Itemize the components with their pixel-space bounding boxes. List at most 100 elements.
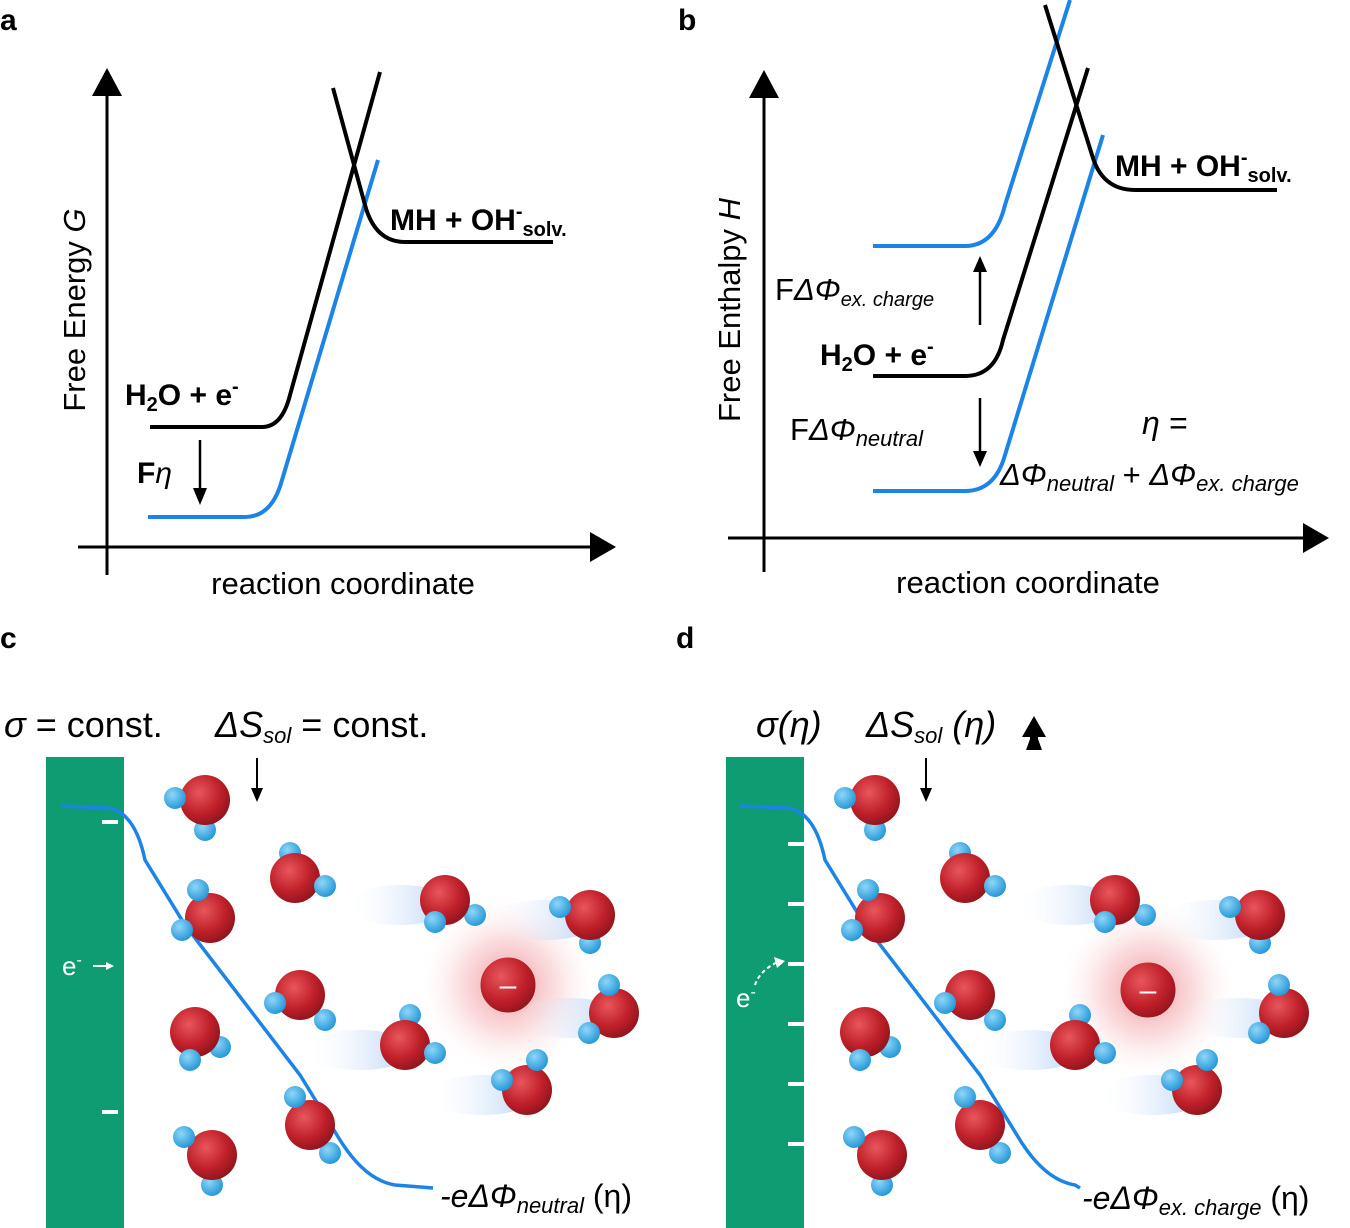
- hydrogen-atom: [871, 1174, 893, 1196]
- water-molecule: [284, 1086, 341, 1164]
- water-molecule: [840, 1007, 901, 1071]
- panel-d-entropy-up-shaft: [1030, 735, 1038, 749]
- panel-a-product-label: MH + OH-solv.: [390, 201, 567, 241]
- hydrogen-atom: [954, 1086, 976, 1108]
- water-molecule: [1160, 890, 1285, 954]
- panel-c-potential-curve: [61, 804, 434, 1190]
- panel-d-surface-charge: [788, 962, 804, 966]
- oxygen-atom: [180, 775, 230, 825]
- oxygen-atom: [1172, 1065, 1222, 1115]
- panel-a: a Free Energy G reaction coordinate H2O …: [0, 4, 616, 601]
- panel-c-water-molecules: [164, 775, 639, 1196]
- oxygen-atom: [285, 1100, 335, 1150]
- oxygen-atom: [1235, 890, 1285, 940]
- hydrogen-atom: [171, 919, 193, 941]
- panel-b-neutral-term: FΔΦneutral: [790, 412, 924, 451]
- panel-b-label: b: [678, 4, 696, 37]
- hydrogen-atom: [598, 974, 620, 996]
- panel-b-sum-equation: ΔΦneutral + ΔΦex. charge: [999, 457, 1299, 496]
- panel-b-x-label: reaction coordinate: [896, 565, 1160, 600]
- panel-b-product-curve: [1043, 4, 1277, 192]
- water-molecule: [170, 1007, 231, 1071]
- panel-b-excess-arrow-icon: [973, 256, 987, 272]
- water-molecule: [975, 1004, 1116, 1070]
- panel-b-x-arrow-icon: [1303, 523, 1329, 553]
- panel-c-electron-arrow-icon: [106, 962, 114, 970]
- panel-d-water-molecules: [834, 775, 1309, 1196]
- panel-b-blue-lower-curve: [873, 134, 1105, 493]
- hydrogen-atom: [179, 1049, 201, 1071]
- oxygen-atom: [840, 1007, 890, 1057]
- hydrogen-atom: [314, 1009, 336, 1031]
- water-molecule: [427, 1049, 552, 1115]
- panel-b-y-arrow-icon: [749, 70, 779, 98]
- panel-c-label: c: [0, 622, 17, 655]
- hydrogen-atom: [864, 819, 886, 841]
- water-molecule: [270, 842, 336, 903]
- oxygen-atom: [170, 1007, 220, 1057]
- hydrogen-atom: [841, 919, 863, 941]
- panel-c-entropy-label: ΔSsol = const.: [214, 704, 428, 748]
- water-molecule: [514, 974, 639, 1044]
- panel-d-electron-path: [754, 961, 779, 986]
- hydrogen-atom: [1134, 904, 1156, 926]
- hydrogen-atom: [984, 1009, 1006, 1031]
- panel-b-y-label: Free Enthalpy H: [712, 197, 747, 422]
- panel-d-solvated-electron: [1117, 959, 1179, 1021]
- oxygen-atom: [380, 1020, 430, 1070]
- panel-a-y-label: Free Energy G: [57, 208, 92, 411]
- panel-c-entropy-arrow-icon: [251, 788, 263, 802]
- oxygen-atom: [589, 988, 639, 1038]
- water-molecule: [841, 879, 905, 943]
- panel-d-surface-charges: [788, 842, 804, 1146]
- oxygen-atom: [955, 1100, 1005, 1150]
- panel-a-label: a: [0, 4, 17, 37]
- water-molecule: [934, 970, 1006, 1031]
- panel-a-reactant-curve: [150, 71, 382, 429]
- hydrogen-atom: [164, 787, 186, 809]
- water-molecule: [305, 1004, 446, 1070]
- panel-c-potential-label: -eΔΦneutral (η): [440, 1178, 632, 1218]
- oxygen-atom: [945, 970, 995, 1020]
- panel-b-reactant-curve: [873, 67, 1090, 378]
- oxygen-atom: [185, 893, 235, 943]
- panel-d-label: d: [676, 622, 694, 655]
- hydrogen-atom: [934, 992, 956, 1014]
- panel-c-electron-label: e-: [62, 951, 82, 981]
- water-molecule: [490, 890, 615, 954]
- panel-d: d σ(η) ΔSsol (η) e- -eΔΦex. charge (η) –: [676, 622, 1309, 1228]
- panel-d-sigma-label: σ(η): [756, 704, 822, 745]
- panel-c: c σ = const. ΔSsol = const. e- -eΔΦneutr…: [0, 622, 639, 1228]
- water-molecule: [940, 842, 1006, 903]
- panel-c-solvated-electron-sign: –: [500, 969, 517, 1002]
- panel-b-eta-equation: η =: [1142, 405, 1187, 441]
- panel-a-shift-arrow-icon: [193, 488, 207, 505]
- panel-b-reactant-label: H2O + e-: [820, 336, 934, 376]
- oxygen-atom: [855, 893, 905, 943]
- panel-c-solvated-electron: [477, 954, 539, 1016]
- hydrogen-atom: [1196, 1049, 1218, 1071]
- oxygen-atom: [857, 1130, 907, 1180]
- panel-a-y-arrow-icon: [92, 68, 122, 96]
- panel-d-surface-charge: [788, 842, 804, 846]
- panel-d-electrode: [726, 757, 804, 1228]
- oxygen-atom: [940, 853, 990, 903]
- oxygen-atom: [850, 775, 900, 825]
- panel-d-entropy-up-arrowhead: [1022, 716, 1046, 737]
- water-molecule: [1015, 875, 1156, 933]
- panel-a-product-curve: [331, 87, 553, 244]
- panel-c-electrode: [46, 757, 124, 1228]
- oxygen-atom: [275, 970, 325, 1020]
- hydrogen-atom: [849, 1049, 871, 1071]
- hydrogen-atom: [857, 879, 879, 901]
- hydrogen-atom: [187, 879, 209, 901]
- water-molecule: [954, 1086, 1011, 1164]
- hydrogen-atom: [424, 1042, 446, 1064]
- panel-b: b Free Enthalpy H reaction coordinate MH…: [678, 0, 1329, 600]
- oxygen-atom: [270, 853, 320, 903]
- panel-d-entropy-label: ΔSsol (η): [865, 704, 996, 748]
- hydrogen-atom: [491, 1069, 513, 1091]
- hydrogen-atom: [843, 1126, 865, 1148]
- hydrogen-atom: [1268, 974, 1290, 996]
- hydrogen-atom: [549, 896, 571, 918]
